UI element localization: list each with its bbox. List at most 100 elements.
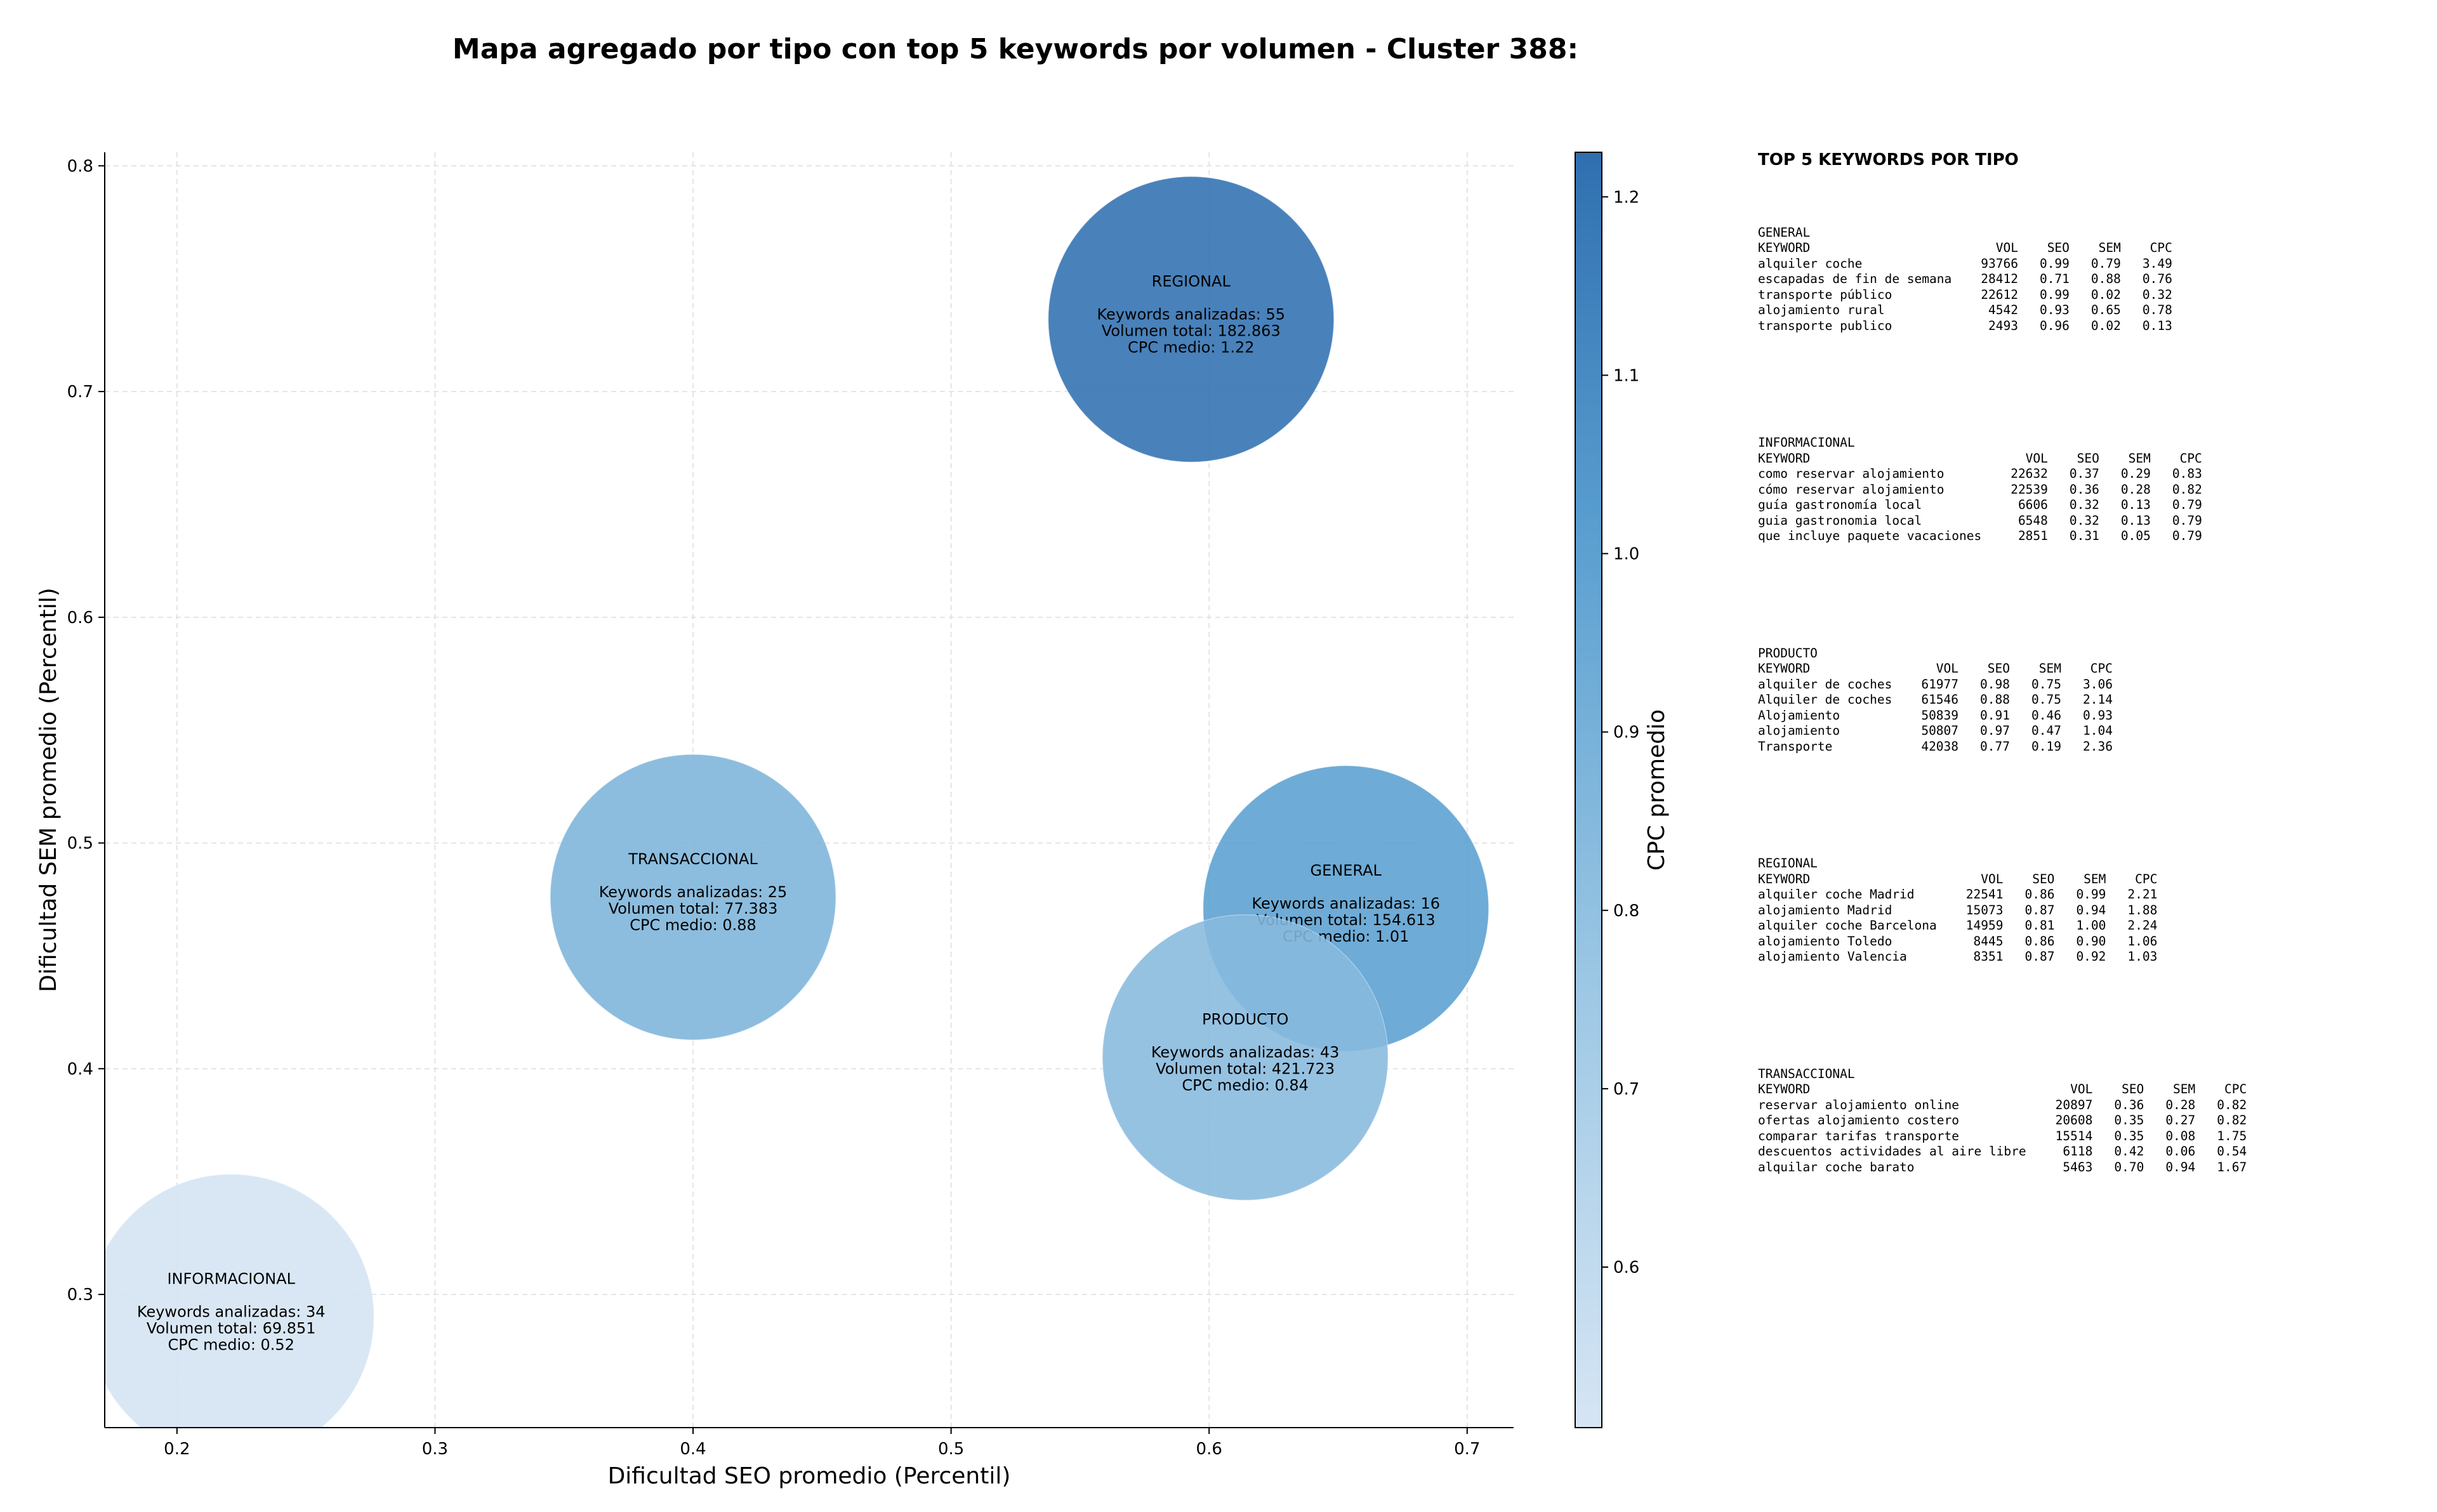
cell-seo: 0.96 <box>2039 318 2070 333</box>
cell-seo: 0.71 <box>2039 272 2070 286</box>
cell-seo: 0.86 <box>2024 887 2055 902</box>
cell-cpc: 2.36 <box>2082 739 2113 754</box>
table-row: reservar alojamiento online 20897 0.36 0.28… <box>1758 1098 2247 1114</box>
header-vol: VOL <box>1936 661 1959 676</box>
keyword-section-title: TRANSACCIONAL <box>1758 1066 1855 1081</box>
cell-sem: 0.47 <box>2031 723 2061 738</box>
cell-seo: 0.99 <box>2039 287 2070 302</box>
cell-seo: 0.91 <box>1980 707 2010 723</box>
keyword-table-header: KEYWORD VOL SEO SEM CPC <box>1758 451 2202 467</box>
y-axis-label: Dificultad SEM promedio (Percentil) <box>36 588 62 992</box>
y-tick-label: 0.8 <box>67 157 93 176</box>
colorbar-label: CPC promedio <box>1644 709 1670 871</box>
cell-sem: 0.46 <box>2031 707 2061 723</box>
cell-cpc: 2.24 <box>2127 918 2158 933</box>
cell-vol: 61977 <box>1921 676 1959 692</box>
cell-sem: 0.29 <box>2120 466 2151 481</box>
colorbar-tick-label: 0.7 <box>1613 1080 1639 1099</box>
header-keyword: KEYWORD <box>1758 871 1811 886</box>
keyword-section-title: PRODUCTO <box>1758 645 1818 661</box>
header-vol: VOL <box>1981 871 2004 886</box>
table-row: transporte público 22612 0.99 0.02 0.32 <box>1758 287 2172 303</box>
bubble-volume-label: Volumen total: 421.723 <box>1156 1060 1335 1078</box>
cell-sem: 0.75 <box>2031 676 2061 692</box>
cell-keyword: transporte público <box>1758 287 1892 302</box>
cell-sem: 0.75 <box>2031 692 2061 707</box>
colorbar-tick-label: 1.2 <box>1613 188 1639 207</box>
cell-sem: 0.28 <box>2165 1097 2196 1112</box>
table-row: Alojamiento 50839 0.91 0.46 0.93 <box>1758 708 2113 724</box>
bubble-circle <box>105 1173 374 1428</box>
keyword-section-title: REGIONAL <box>1758 856 1818 871</box>
cell-vol: 5463 <box>2063 1159 2093 1174</box>
cell-seo: 0.36 <box>2069 482 2099 497</box>
cell-seo: 0.31 <box>2069 529 2099 543</box>
cell-vol: 20608 <box>2055 1113 2093 1127</box>
bubble-circle <box>1102 914 1389 1201</box>
cell-keyword: Transporte <box>1758 739 1833 754</box>
cell-vol: 50839 <box>1921 707 1959 723</box>
bubble-type-label: GENERAL <box>1311 862 1382 879</box>
x-tick-label: 0.6 <box>1196 1440 1222 1459</box>
cell-cpc: 0.93 <box>2082 707 2113 723</box>
header-vol: VOL <box>1995 240 2018 255</box>
cell-cpc: 0.79 <box>2172 513 2202 528</box>
cell-vol: 22539 <box>2011 482 2048 497</box>
cell-vol: 15514 <box>2055 1128 2093 1143</box>
x-tick-label: 0.5 <box>938 1440 964 1459</box>
cell-seo: 0.77 <box>1980 739 2010 754</box>
header-sem: SEM <box>2173 1082 2196 1096</box>
axes: 0.2 0.3 0.4 0.5 0.6 0.7 0.3 0.4 0.5 0.6 0.7 0.8 <box>67 152 1514 1459</box>
top-keywords-title: TOP 5 KEYWORDS POR TIPO <box>1758 150 2019 169</box>
header-keyword: KEYWORD <box>1758 661 1811 676</box>
cell-keyword: comparar tarifas transporte <box>1758 1128 1959 1143</box>
cell-cpc: 0.32 <box>2142 287 2172 302</box>
cell-vol: 8445 <box>1973 933 2004 949</box>
cell-sem: 0.27 <box>2165 1113 2196 1127</box>
header-sem: SEM <box>2098 240 2121 255</box>
keyword-table: TRANSACCIONAL KEYWORD VOL SEO SEM CPC reservar… <box>1758 1067 2247 1176</box>
table-row: alojamiento Madrid 15073 0.87 0.94 1.88 <box>1758 903 2157 919</box>
keyword-sections: GENERAL KEYWORD VOL SEO SEM CPC alquiler coche… <box>1758 225 2424 1176</box>
cell-sem: 0.02 <box>2090 287 2121 302</box>
cell-seo: 0.87 <box>2024 949 2055 964</box>
cell-seo: 0.88 <box>1980 692 2010 707</box>
header-seo: SEO <box>2122 1082 2144 1096</box>
table-row: alquilar coche barato 5463 0.70 0.94 1.67 <box>1758 1160 2247 1176</box>
keyword-table: GENERAL KEYWORD VOL SEO SEM CPC alquiler coche… <box>1758 225 2172 334</box>
header-seo: SEO <box>1987 661 2010 676</box>
cell-vol: 22632 <box>2011 466 2048 481</box>
bubble-cpc-label: CPC medio: 1.22 <box>1128 338 1255 356</box>
cell-cpc: 0.79 <box>2172 497 2202 512</box>
header-sem: SEM <box>2084 871 2106 886</box>
keyword-section-title: GENERAL <box>1758 225 1811 240</box>
x-tick-label: 0.4 <box>680 1440 706 1459</box>
cell-sem: 0.13 <box>2120 513 2151 528</box>
cell-keyword: como reservar alojamiento <box>1758 466 1945 481</box>
cell-sem: 0.65 <box>2090 303 2121 317</box>
bubble-cpc-label: CPC medio: 0.84 <box>1182 1077 1309 1095</box>
table-row: alojamiento rural 4542 0.93 0.65 0.78 <box>1758 303 2172 319</box>
cell-seo: 0.36 <box>2114 1097 2144 1112</box>
top-keywords-panel: TOP 5 KEYWORDS POR TIPO GENERAL KEYWORD VO… <box>1758 152 2424 1277</box>
bubble-circle <box>1048 176 1335 463</box>
cell-cpc: 0.83 <box>2172 466 2202 481</box>
cell-keyword: alquiler coche Madrid <box>1758 887 1915 902</box>
bubble-volume-label: Volumen total: 69.851 <box>147 1320 316 1338</box>
cell-seo: 0.42 <box>2114 1144 2144 1159</box>
cell-vol: 6118 <box>2063 1144 2093 1159</box>
cell-sem: 0.05 <box>2120 529 2151 543</box>
cell-seo: 0.86 <box>2024 933 2055 949</box>
bubble-volume-label: Volumen total: 77.383 <box>609 900 778 917</box>
cell-vol: 42038 <box>1921 739 1959 754</box>
cell-vol: 2851 <box>2018 529 2048 543</box>
keyword-table-header: KEYWORD VOL SEO SEM CPC <box>1758 872 2157 888</box>
cell-keyword: descuentos actividades al aire libre <box>1758 1144 2026 1159</box>
cell-cpc: 0.78 <box>2142 303 2172 317</box>
cell-cpc: 2.21 <box>2127 887 2158 902</box>
keyword-table: INFORMACIONAL KEYWORD VOL SEO SEM CPC como res… <box>1758 435 2202 544</box>
cell-seo: 0.32 <box>2069 513 2099 528</box>
keyword-section-transaccional: TRANSACCIONAL KEYWORD VOL SEO SEM CPC reservar… <box>1758 1067 2424 1176</box>
